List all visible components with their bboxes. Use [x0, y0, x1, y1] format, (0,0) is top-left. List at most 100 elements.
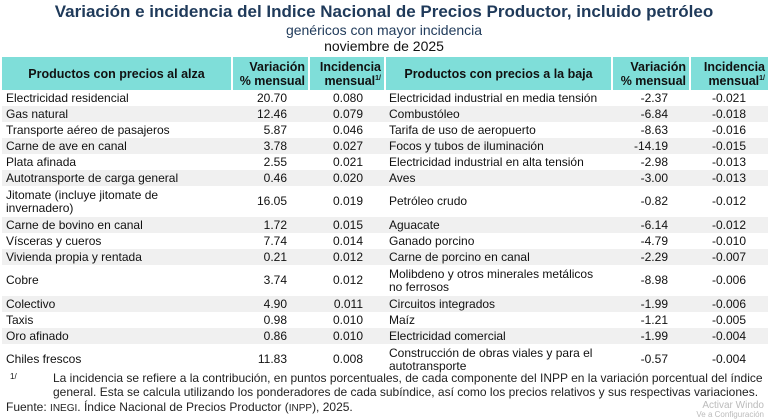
cell-up-variation: 3.78: [232, 138, 309, 154]
cell-down-incidence: -0.005: [711, 312, 746, 327]
header-down-variation: Variación % mensual: [611, 57, 690, 90]
period: noviembre de 2025: [324, 38, 444, 54]
cell-down-incidence: -0.012: [711, 194, 746, 208]
header-up-variation: Variación % mensual: [231, 57, 309, 90]
cell-down-incidence: -0.006: [711, 273, 746, 287]
cell-up-product: Transporte aéreo de pasajeros: [6, 122, 170, 137]
cell-down-variation: -0.57: [640, 352, 668, 366]
table-row: Electricidad residencial 20.70 0.080 Electr…: [2, 90, 768, 106]
cell-down-variation: -1.99: [612, 328, 690, 344]
cell-up-variation: 4.90: [232, 296, 309, 312]
table-row: Transporte aéreo de pasajeros 5.87 0.046 Ta…: [2, 122, 768, 138]
cell-down-product: Ganado porcino: [389, 233, 475, 248]
table-row: Cobre 3.74 0.012 Molibdeno y otros minerale…: [2, 265, 768, 296]
subtitle: genéricos con mayor incidencia: [285, 22, 483, 38]
windows-activation-watermark: Activar Windo Ve a Configuración: [696, 400, 764, 419]
cell-down-incidence: -0.010: [711, 233, 746, 248]
cell-up-product: Carne de bovino en canal: [2, 217, 232, 233]
cell-up-product: Gas natural: [2, 106, 232, 122]
cell-down-incidence: -0.018: [690, 106, 768, 122]
cell-down-incidence: -0.012: [690, 217, 768, 233]
cell-down-product: Construcción de obras viales y para el a…: [389, 345, 593, 373]
header-up-incidence: Incidencia mensual1/: [308, 57, 385, 90]
cell-down-variation: -8.63: [640, 122, 668, 137]
cell-up-incidence: 0.020: [309, 170, 385, 186]
cell-up-variation: 5.87: [263, 122, 287, 137]
cell-up-incidence: 0.046: [332, 122, 363, 137]
cell-down-variation: -1.21: [640, 312, 668, 327]
cell-up-product: Colectivo: [2, 296, 232, 312]
cell-down-variation: -0.82: [640, 194, 668, 208]
cell-up-product: Taxis: [6, 312, 34, 327]
cell-up-product: Cobre: [6, 273, 39, 287]
cell-down-incidence: -0.004: [690, 328, 768, 344]
table-header: Productos con precios al alza Variación …: [2, 57, 768, 90]
cell-down-incidence: -0.016: [711, 122, 746, 137]
table-row: Chiles frescos 11.83 0.008 Construcción de …: [2, 344, 768, 375]
cell-down-incidence: -0.013: [711, 154, 746, 169]
cell-down-variation: -2.98: [640, 154, 668, 169]
cell-up-variation: 11.83: [257, 352, 287, 366]
cell-up-variation: 16.05: [256, 194, 287, 208]
cell-up-incidence: 0.014: [332, 233, 363, 248]
table-row: Plata afinada 2.55 0.021 Electricidad indus…: [2, 154, 768, 170]
cell-up-incidence: 0.012: [309, 249, 385, 265]
cell-down-incidence: -0.013: [690, 170, 768, 186]
table-row: Vivienda propia y rentada 0.21 0.012 Carne …: [2, 249, 768, 265]
cell-down-product: Circuitos integrados: [385, 296, 612, 312]
cell-up-product: Vivienda propia y rentada: [2, 249, 232, 265]
footnote-mark: 1/: [10, 372, 17, 381]
cell-up-variation: 20.70: [256, 90, 287, 105]
cell-up-incidence: 0.021: [332, 154, 363, 169]
incidence-table: Productos con precios al alza Variación …: [2, 57, 768, 375]
cell-up-incidence: 0.012: [332, 273, 363, 287]
cell-up-variation: 0.46: [232, 170, 309, 186]
cell-down-product: Tarifa de uso de aeropuerto: [389, 122, 536, 137]
cell-up-product: Plata afinada: [6, 154, 77, 169]
table-row: Carne de bovino en canal 1.72 0.015 Aguacat…: [2, 217, 768, 233]
cell-down-product: Petróleo crudo: [389, 194, 468, 208]
cell-up-product: Chiles frescos: [6, 352, 82, 366]
table-row: Taxis 0.98 0.010 Maíz -1.21 -0.005: [2, 312, 768, 328]
cell-up-product: Oro afinado: [2, 328, 232, 344]
cell-down-product: Electricidad industrial en media tensión: [389, 90, 598, 105]
cell-up-variation: 0.98: [263, 312, 287, 327]
cell-up-incidence: 0.080: [332, 90, 363, 105]
header-up-product: Productos con precios al alza: [2, 57, 232, 90]
table-row: Gas natural 12.46 0.079 Combustóleo -6.84 -0.…: [2, 106, 768, 122]
cell-up-product: Autotransporte de carga general: [2, 170, 232, 186]
cell-up-incidence: 0.027: [309, 138, 385, 154]
cell-down-variation: -3.00: [612, 170, 690, 186]
cell-up-incidence: 0.011: [309, 296, 385, 312]
cell-down-variation: -4.79: [640, 233, 668, 248]
cell-down-variation: -14.19: [612, 138, 690, 154]
table-row: Oro afinado 0.86 0.010 Electricidad comerci…: [2, 328, 768, 344]
cell-up-incidence: 0.008: [332, 352, 363, 366]
cell-down-incidence: -0.004: [711, 352, 746, 366]
cell-down-variation: -8.98: [640, 273, 668, 287]
cell-down-variation: -2.37: [640, 90, 668, 105]
cell-down-variation: -6.14: [612, 217, 690, 233]
cell-down-variation: -6.84: [612, 106, 690, 122]
cell-up-variation: 1.72: [232, 217, 309, 233]
page-title: Variación e incidencia del Indice Nacion…: [54, 2, 714, 21]
cell-up-variation: 0.86: [232, 328, 309, 344]
cell-up-product: Electricidad residencial: [6, 90, 129, 105]
header-down-incidence: Incidencia mensual1/: [689, 57, 768, 90]
cell-down-product: Combustóleo: [385, 106, 612, 122]
cell-down-product: Aves: [385, 170, 612, 186]
cell-down-product: Focos y tubos de iluminación: [385, 138, 612, 154]
table-row: Jitomate (incluye jitomate de invernader…: [2, 186, 768, 217]
cell-up-incidence: 0.079: [309, 106, 385, 122]
cell-down-product: Aguacate: [385, 217, 612, 233]
cell-down-incidence: -0.021: [711, 90, 746, 105]
table-row: Autotransporte de carga general 0.46 0.020…: [2, 170, 768, 186]
cell-up-incidence: 0.019: [332, 194, 363, 208]
cell-down-variation: -2.29: [612, 249, 690, 265]
table-row: Carne de ave en canal 3.78 0.027 Focos y tu…: [2, 138, 768, 154]
table-row: Colectivo 4.90 0.011 Circuitos integrados -1…: [2, 296, 768, 312]
cell-down-variation: -1.99: [612, 296, 690, 312]
cell-down-product: Maíz: [389, 312, 416, 327]
footnote-text: La incidencia se refiere a la contribuci…: [53, 371, 763, 399]
cell-up-incidence: 0.010: [309, 328, 385, 344]
